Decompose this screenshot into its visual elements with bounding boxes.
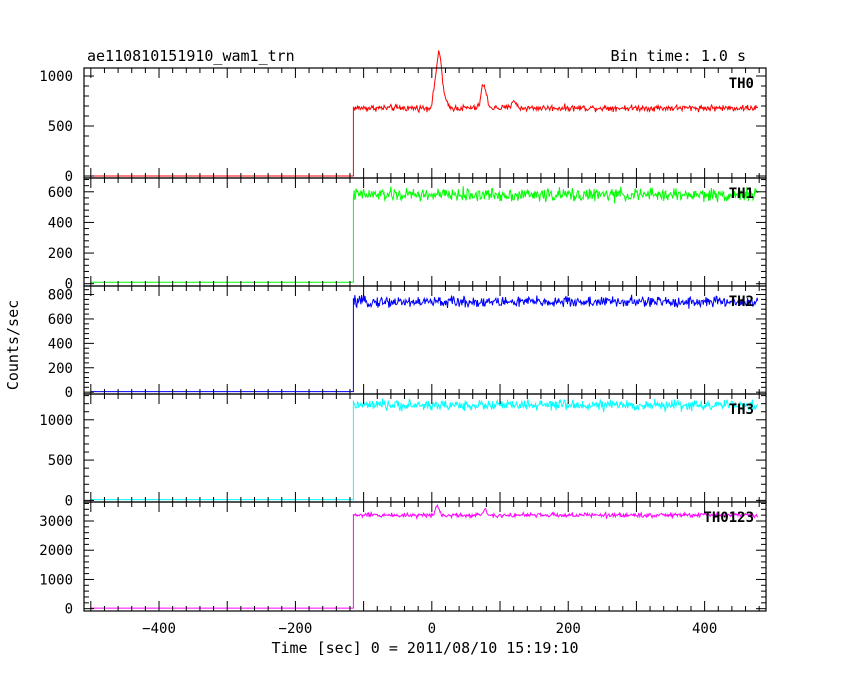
series-line-th2 — [90, 294, 759, 393]
y-tick-label-th2: 400 — [48, 336, 73, 352]
y-tick-label-th2: 800 — [48, 288, 73, 304]
panel-label-th1: TH1 — [729, 186, 754, 202]
y-tick-label-th2: 0 — [65, 385, 73, 401]
panel-label-th0: TH0 — [729, 76, 754, 92]
panel-label-th2: TH2 — [729, 294, 754, 310]
y-tick-label-th0123: 2000 — [39, 543, 73, 559]
y-tick-label-th0: 500 — [48, 119, 73, 135]
series-line-th0 — [90, 50, 759, 177]
panels: 0 500 1000 TH0 0 200 400 600 TH1 0 200 400 600 800 TH2… — [39, 50, 767, 637]
y-tick-label-th1: 400 — [48, 215, 73, 231]
y-tick-label-th3: 0 — [65, 493, 73, 509]
series-line-th1 — [90, 186, 759, 283]
panel-frame-th0123 — [83, 501, 767, 612]
y-tick-label-th1: 0 — [65, 277, 73, 293]
panel-frame-th0 — [83, 67, 767, 179]
y-tick-label-th2: 600 — [48, 312, 73, 328]
x-tick-label: 400 — [692, 621, 717, 637]
series-line-th0123 — [90, 503, 759, 609]
y-tick-label-th0: 1000 — [39, 69, 73, 85]
y-tick-label-th0123: 1000 — [39, 572, 73, 588]
bin-time-label: Bin time: 1.0 s — [611, 47, 746, 65]
x-tick-label: 0 — [428, 621, 436, 637]
y-tick-label-th1: 200 — [48, 246, 73, 262]
y-tick-label-th3: 500 — [48, 453, 73, 469]
y-tick-label-th0123: 3000 — [39, 514, 73, 530]
chart-title: ae110810151910_wam1_trn — [87, 47, 295, 65]
y-tick-label-th3: 1000 — [39, 413, 73, 429]
x-axis-title: Time [sec] 0 = 2011/08/10 15:19:10 — [271, 639, 578, 657]
y-tick-label-th0123: 0 — [65, 602, 73, 618]
x-tick-label: −400 — [142, 621, 176, 637]
y-tick-label-th1: 600 — [48, 185, 73, 201]
y-axis-title: Counts/sec — [4, 300, 22, 390]
panel-label-th0123: TH0123 — [703, 510, 754, 526]
x-tick-label: 200 — [556, 621, 581, 637]
panel-label-th3: TH3 — [729, 402, 754, 418]
series-line-th3 — [90, 398, 759, 501]
panel-frame-th3 — [83, 393, 767, 503]
y-tick-label-th0: 0 — [65, 169, 73, 185]
y-tick-label-th2: 200 — [48, 361, 73, 377]
x-tick-label: −200 — [279, 621, 313, 637]
